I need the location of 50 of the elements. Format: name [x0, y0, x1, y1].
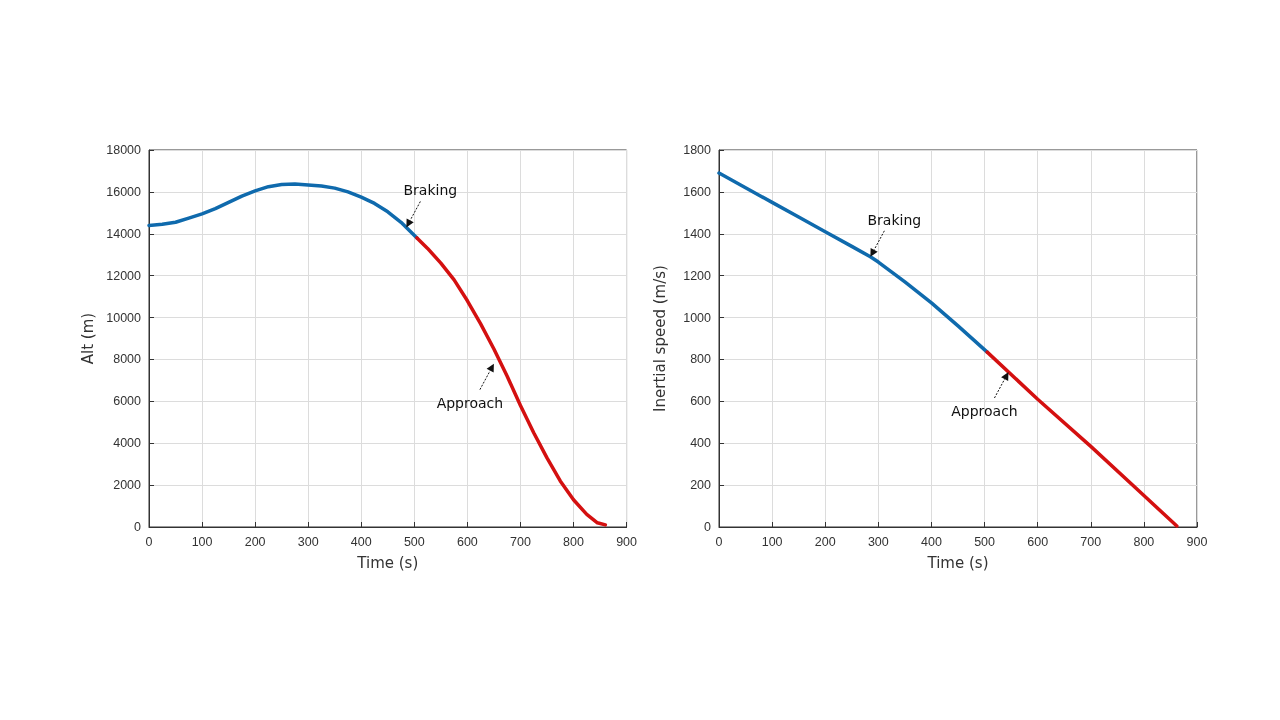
- x-tick-label: 700: [510, 534, 531, 549]
- x-tick-label: 300: [867, 534, 889, 549]
- x-tick-label: 500: [403, 534, 425, 549]
- x-tick-label: 100: [191, 534, 213, 549]
- line-series: [717, 171, 989, 354]
- y-tick-label: 1200: [683, 268, 712, 283]
- annotation: Braking: [867, 211, 922, 228]
- annotation: Approach: [951, 403, 1018, 420]
- x-tick-label: 900: [616, 534, 638, 549]
- x-tick-label: 400: [921, 534, 942, 549]
- annotation: Braking: [403, 182, 458, 199]
- y-tick-label: 6000: [113, 394, 142, 409]
- annotation: Approach: [436, 394, 504, 411]
- y-tick-label: 4000: [113, 436, 142, 451]
- x-tick-label: 800: [1133, 534, 1155, 549]
- y-tick-label: 14000: [106, 226, 142, 241]
- x-tick-label: 600: [1027, 534, 1049, 549]
- x-tick-label: 300: [297, 534, 319, 549]
- y-tick-label: 2000: [113, 478, 142, 493]
- y-tick-label: 18000: [106, 143, 142, 157]
- y-tick-label: 400: [690, 436, 712, 451]
- y-tick-label: 10000: [106, 310, 142, 325]
- x-tick-label: 200: [244, 534, 266, 549]
- y-tick-label: 200: [690, 478, 712, 493]
- y-tick-label: 0: [134, 520, 142, 534]
- line-series: [415, 236, 608, 527]
- x-tick-label: 900: [1186, 534, 1208, 549]
- x-tick-label: 400: [350, 534, 372, 549]
- y-tick-label: 0: [704, 520, 712, 534]
- x-tick-label: 200: [814, 534, 836, 549]
- y-tick-label: 600: [690, 394, 712, 409]
- y-tick-label: 800: [690, 352, 712, 367]
- x-axis-title: Time (s): [356, 553, 419, 572]
- x-tick-label: 0: [715, 534, 723, 549]
- x-tick-label: 600: [456, 534, 478, 549]
- x-tick-label: 0: [145, 534, 153, 549]
- x-tick-label: 700: [1080, 534, 1102, 549]
- x-tick-label: 100: [761, 534, 783, 549]
- y-tick-label: 1600: [683, 184, 712, 199]
- y-tick-label: 1800: [683, 143, 712, 157]
- y-tick-label: 16000: [106, 184, 142, 199]
- y-tick-label: 12000: [106, 268, 142, 283]
- y-axis-title: Inertial speed (m/s): [650, 265, 669, 412]
- y-tick-label: 1400: [683, 226, 712, 241]
- y-tick-label: 1000: [683, 310, 712, 325]
- y-axis-title: Alt (m): [78, 312, 97, 365]
- x-tick-label: 500: [974, 534, 996, 549]
- x-axis-title: Time (s): [926, 553, 989, 572]
- y-tick-label: 8000: [113, 352, 142, 367]
- x-tick-label: 800: [563, 534, 584, 549]
